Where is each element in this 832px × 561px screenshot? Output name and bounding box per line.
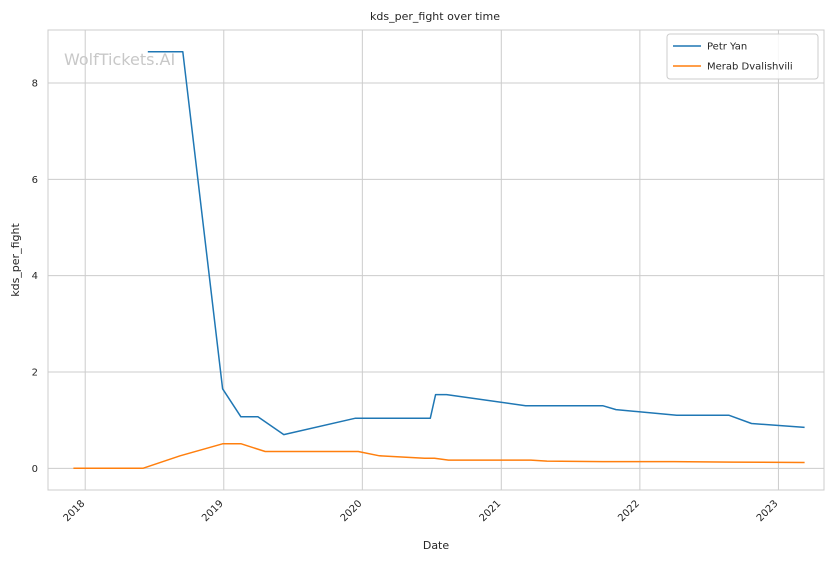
legend-label-petr-yan: Petr Yan	[707, 42, 747, 53]
y-axis-label: kds_per_fight	[9, 223, 22, 297]
plot-area-border	[47, 29, 825, 491]
legend-box	[666, 33, 819, 80]
series-layer	[73, 50, 805, 470]
y-tick-label: 0	[32, 464, 38, 475]
gridlines	[48, 30, 824, 490]
series-line-merab-dvalishvili	[73, 443, 805, 470]
y-axis-ticks: 0 2 4 6 8	[32, 78, 38, 474]
y-tick-label: 4	[32, 271, 38, 282]
legend: Petr Yan Merab Dvalishvili	[666, 33, 819, 80]
x-axis-label: Date	[423, 539, 450, 552]
x-tick-label: 2020	[339, 498, 365, 524]
x-tick-label: 2022	[616, 498, 642, 524]
series-line-petr-yan	[147, 50, 805, 436]
x-tick-label: 2019	[200, 498, 226, 524]
y-tick-label: 6	[32, 175, 38, 186]
x-tick-label: 2018	[62, 498, 88, 524]
x-axis-ticks: 2018 2019 2020 2021 2022 2023	[62, 498, 781, 524]
x-tick-label: 2021	[478, 498, 504, 524]
x-tick-label: 2023	[755, 498, 781, 524]
y-tick-label: 2	[32, 367, 38, 378]
y-tick-label: 8	[32, 78, 38, 89]
watermark-text: WolfTickets.AI	[64, 50, 175, 69]
legend-label-merab-dvalishvili: Merab Dvalishvili	[707, 62, 793, 73]
chart-title: kds_per_fight over time	[370, 10, 500, 23]
